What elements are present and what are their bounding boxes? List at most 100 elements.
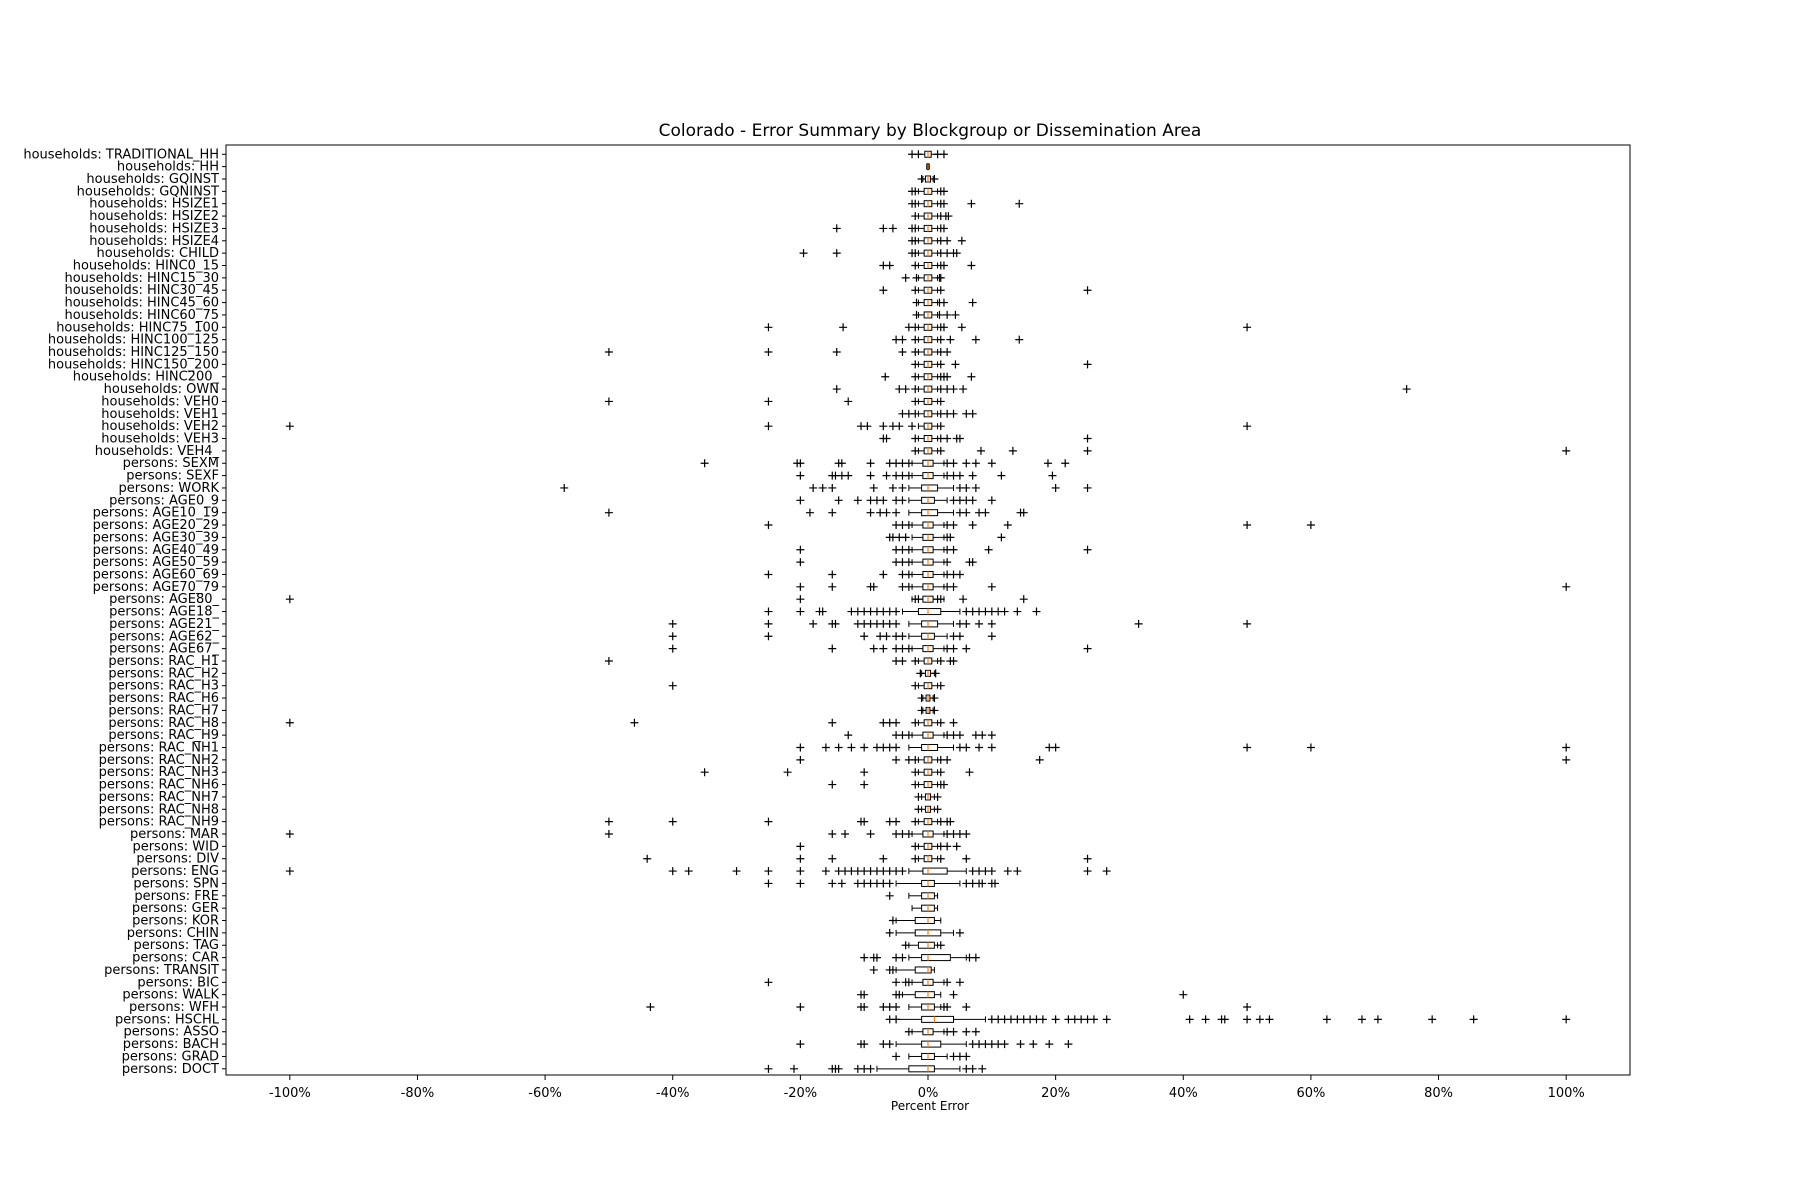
box-3 bbox=[908, 187, 948, 196]
flier-point bbox=[863, 422, 872, 431]
flier-point bbox=[1185, 1015, 1194, 1024]
box-1 bbox=[926, 163, 930, 171]
y-tick-label: households: HINC150_200 bbox=[48, 357, 219, 372]
flier-point bbox=[882, 434, 891, 443]
flier-point bbox=[911, 854, 920, 863]
flier-point bbox=[1016, 1040, 1025, 1049]
box-iqr bbox=[917, 941, 935, 949]
y-tick-label: persons: WID bbox=[132, 839, 219, 854]
flier-point bbox=[809, 483, 818, 492]
flier-point bbox=[978, 879, 987, 888]
box-40 bbox=[668, 644, 1092, 653]
y-tick-label: persons: WALK bbox=[122, 988, 219, 1003]
y-tick-label: persons: AGE70_79 bbox=[93, 580, 219, 595]
box-29 bbox=[604, 508, 1028, 517]
flier-point bbox=[911, 409, 920, 418]
y-tick-label: persons: FRE bbox=[134, 889, 219, 904]
flier-point bbox=[796, 854, 805, 863]
flier-point bbox=[796, 459, 805, 468]
flier-point bbox=[799, 249, 808, 258]
flier-point bbox=[805, 508, 814, 517]
flier-point bbox=[949, 459, 958, 468]
flier-point bbox=[955, 471, 964, 480]
flier-point bbox=[832, 348, 841, 357]
y-tick-label: persons: BIC bbox=[137, 975, 219, 990]
y-tick-label: persons: SEXM bbox=[123, 456, 219, 471]
y-tick-label: persons: GRAD bbox=[122, 1049, 219, 1064]
flier-point bbox=[1265, 1015, 1274, 1024]
flier-point bbox=[936, 273, 945, 282]
box-34 bbox=[764, 570, 964, 579]
box-54 bbox=[604, 817, 955, 826]
flier-point bbox=[1102, 867, 1111, 876]
flier-point bbox=[764, 632, 773, 641]
box-33 bbox=[796, 558, 977, 567]
flier-point bbox=[987, 743, 996, 752]
flier-point bbox=[911, 236, 920, 245]
flier-point bbox=[911, 261, 920, 270]
flier-point bbox=[911, 780, 920, 789]
flier-point bbox=[1220, 1015, 1229, 1024]
flier-point bbox=[1102, 1015, 1111, 1024]
flier-point bbox=[866, 459, 875, 468]
box-15 bbox=[892, 335, 1024, 344]
flier-point bbox=[866, 1064, 875, 1073]
flier-point bbox=[955, 928, 964, 937]
flier-point bbox=[911, 718, 920, 727]
flier-point bbox=[828, 830, 837, 839]
box-74 bbox=[764, 1064, 987, 1073]
flier-point bbox=[898, 496, 907, 505]
flier-point bbox=[911, 656, 920, 665]
flier-point bbox=[885, 879, 894, 888]
flier-point bbox=[936, 718, 945, 727]
box-38 bbox=[668, 619, 1252, 628]
y-tick-label: persons: AGE80_ bbox=[109, 592, 219, 607]
flier-point bbox=[949, 644, 958, 653]
flier-point bbox=[882, 508, 891, 517]
y-tick-label: households: OWN bbox=[104, 382, 219, 397]
box-35 bbox=[796, 582, 1571, 591]
flier-point bbox=[872, 953, 881, 962]
flier-point bbox=[939, 780, 948, 789]
y-tick-label: persons: AGE60_69 bbox=[93, 567, 219, 582]
y-tick-label: persons: AGE40_49 bbox=[93, 543, 219, 558]
flier-point bbox=[796, 755, 805, 764]
flier-point bbox=[732, 867, 741, 876]
x-tick-label: -80% bbox=[401, 1086, 435, 1101]
flier-point bbox=[949, 521, 958, 530]
flier-point bbox=[939, 298, 948, 307]
flier-point bbox=[604, 830, 613, 839]
flier-point bbox=[931, 669, 940, 678]
flier-point bbox=[1255, 1015, 1264, 1024]
box-20 bbox=[604, 397, 945, 406]
flier-point bbox=[1243, 1003, 1252, 1012]
x-tick-label: 60% bbox=[1296, 1086, 1325, 1101]
box-iqr bbox=[921, 1015, 955, 1023]
flier-point bbox=[933, 792, 942, 801]
box-9 bbox=[879, 261, 976, 270]
flier-point bbox=[1029, 1040, 1038, 1049]
y-tick-label: persons: WFH bbox=[129, 1000, 219, 1015]
box-63 bbox=[885, 928, 964, 937]
box-71 bbox=[904, 1027, 980, 1036]
y-tick-label: households: HINC15_30 bbox=[64, 271, 219, 286]
box-31 bbox=[885, 533, 1006, 542]
flier-point bbox=[844, 397, 853, 406]
flier-point bbox=[962, 459, 971, 468]
flier-point bbox=[885, 891, 894, 900]
flier-point bbox=[764, 607, 773, 616]
box-36 bbox=[285, 595, 1028, 604]
flier-point bbox=[975, 743, 984, 752]
flier-point bbox=[943, 348, 952, 357]
y-tick-label: persons: ENG bbox=[131, 864, 219, 879]
box-72 bbox=[796, 1040, 1073, 1049]
flier-point bbox=[978, 731, 987, 740]
y-tick-label: persons: SEXF bbox=[126, 469, 219, 484]
flier-point bbox=[879, 854, 888, 863]
flier-point bbox=[796, 1003, 805, 1012]
box-27 bbox=[560, 483, 1092, 492]
y-tick-label: households: HINC100_125 bbox=[48, 333, 219, 348]
box-0 bbox=[908, 150, 948, 159]
flier-point bbox=[976, 446, 985, 455]
box-17 bbox=[911, 360, 1092, 369]
